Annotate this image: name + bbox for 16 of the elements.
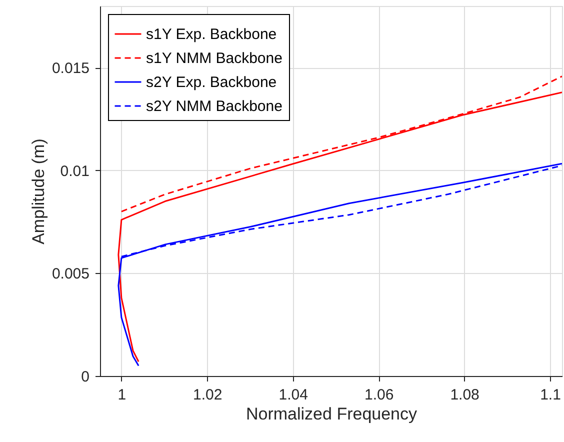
- y-tick-label: 0.005: [52, 266, 90, 283]
- y-tick-label: 0.01: [60, 162, 90, 180]
- x-tick-label: 1.08: [450, 386, 480, 404]
- y-tick-label: 0.015: [52, 60, 90, 78]
- x-tick-label: 1.04: [278, 386, 308, 404]
- legend-label: s1Y NMM Backbone: [146, 50, 282, 67]
- x-tick-label: 1.1: [540, 386, 561, 404]
- x-tick-label: 1.06: [364, 386, 394, 404]
- x-tick-label: 1: [118, 386, 126, 404]
- y-tick-label: 0: [81, 368, 90, 386]
- y-axis-title: Amplitude (m): [28, 138, 48, 244]
- legend-label: s2Y Exp. Backbone: [146, 74, 277, 91]
- legend-label: s2Y NMM Backbone: [146, 98, 282, 115]
- legend-label: s1Y Exp. Backbone: [146, 26, 277, 43]
- x-tick-label: 1.02: [193, 386, 222, 404]
- x-axis-title: Normalized Frequency: [246, 404, 418, 424]
